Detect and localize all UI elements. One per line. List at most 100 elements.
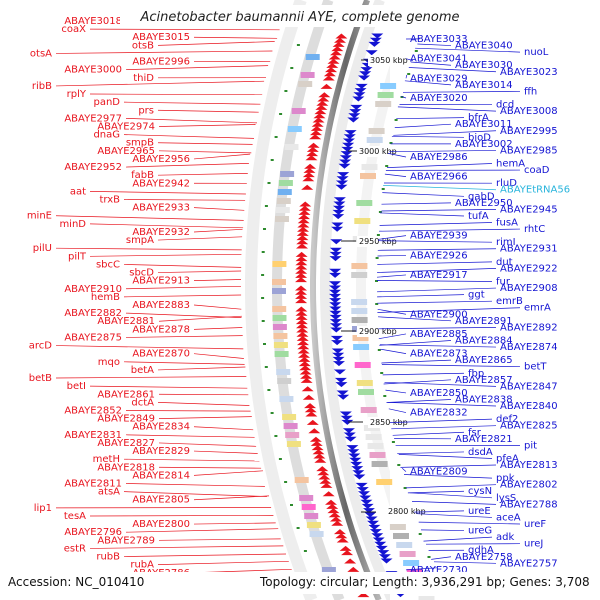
gene-arrow bbox=[331, 340, 344, 346]
tick bbox=[375, 257, 379, 259]
feature-block bbox=[300, 72, 315, 78]
label-leader bbox=[397, 106, 497, 112]
gene-arrow bbox=[298, 361, 311, 367]
label-leader bbox=[401, 467, 407, 472]
gene-label: ABAYE2932 bbox=[132, 227, 190, 238]
label-leader bbox=[387, 402, 497, 407]
gene-arrow bbox=[346, 445, 359, 451]
tick bbox=[381, 188, 385, 190]
feature-block bbox=[361, 164, 378, 170]
gene-arrow bbox=[295, 268, 308, 274]
label-leader bbox=[123, 458, 260, 462]
gene-label: ABAYE2986 bbox=[410, 152, 468, 163]
gene-arrow bbox=[304, 407, 317, 413]
gene-arrow bbox=[304, 163, 317, 169]
gene-arrow bbox=[338, 163, 351, 169]
gene-arrow bbox=[339, 159, 352, 165]
feature-block bbox=[356, 380, 373, 386]
label-leader bbox=[193, 153, 251, 160]
gene-arrow bbox=[365, 516, 378, 522]
tick bbox=[284, 90, 288, 92]
feature-block bbox=[360, 407, 377, 413]
gene-arrow bbox=[329, 289, 342, 295]
genome-backbone bbox=[310, 0, 382, 600]
gene-label: ABAYE2952 bbox=[64, 162, 122, 173]
feature-block bbox=[403, 560, 420, 566]
gene-arrow bbox=[310, 125, 323, 131]
kbp-label: 2950 kbp bbox=[359, 237, 397, 246]
gene-label: ABAYE2757 bbox=[500, 558, 558, 569]
label-leader bbox=[55, 345, 244, 350]
label-leader bbox=[125, 335, 243, 338]
label-leader bbox=[157, 142, 253, 145]
feature-block bbox=[356, 200, 373, 206]
gene-arrow bbox=[347, 449, 360, 455]
gene-label: ABAYE2789 bbox=[97, 535, 155, 546]
gene-arrow bbox=[359, 495, 372, 501]
label-leader bbox=[193, 279, 242, 282]
gene-arrow bbox=[351, 466, 364, 472]
gene-arrow bbox=[318, 92, 331, 98]
gene-arrow bbox=[364, 512, 377, 518]
gene-arrow bbox=[342, 428, 355, 434]
gene-label: thiD bbox=[133, 73, 154, 84]
gene-label: ABAYE2831 bbox=[64, 430, 122, 441]
label-leader bbox=[425, 543, 521, 545]
gene-label: ABAYE2813 bbox=[500, 460, 558, 471]
feature-block bbox=[273, 333, 288, 339]
label-leader bbox=[193, 228, 243, 233]
tick bbox=[303, 550, 307, 552]
gene-arrow bbox=[329, 319, 342, 325]
gene-arrow bbox=[332, 356, 345, 362]
feature-block bbox=[351, 299, 368, 305]
gene-label: ABAYE2891 bbox=[455, 316, 513, 327]
label-leader bbox=[157, 236, 243, 241]
kbp-label: 2800 kbp bbox=[388, 507, 426, 516]
gene-arrow bbox=[310, 440, 323, 446]
gene-label: trxB bbox=[99, 195, 120, 206]
label-leader bbox=[431, 556, 452, 560]
kbp-tick: 2850 kbp bbox=[348, 417, 410, 428]
label-leader bbox=[410, 61, 452, 66]
tick bbox=[270, 412, 274, 414]
gene-label: ureG bbox=[468, 526, 492, 537]
gene-arrow bbox=[327, 58, 340, 64]
feature-block bbox=[321, 567, 336, 573]
gene-arrow bbox=[327, 508, 340, 514]
gene-arrow bbox=[378, 554, 391, 560]
label-leader bbox=[379, 222, 493, 226]
gene-label: ABAYE3002 bbox=[455, 139, 513, 150]
gene-arrow bbox=[336, 537, 349, 543]
gene-arrow bbox=[298, 209, 311, 215]
feature-block bbox=[277, 378, 292, 384]
gene-arrow bbox=[359, 71, 372, 77]
label-leader bbox=[193, 353, 244, 359]
gene-arrow bbox=[371, 533, 384, 539]
label-leader bbox=[377, 300, 493, 304]
gene-arrow bbox=[295, 310, 308, 316]
gene-arrow bbox=[329, 306, 342, 312]
label-leader bbox=[381, 364, 521, 368]
feature-block bbox=[351, 272, 368, 278]
label-leader bbox=[411, 501, 497, 505]
feature-block bbox=[291, 108, 306, 114]
feature-block bbox=[354, 218, 371, 224]
feature-block bbox=[279, 396, 294, 402]
label-leader bbox=[157, 41, 275, 46]
label-leader bbox=[377, 254, 407, 257]
gene-label: rimI bbox=[496, 237, 516, 248]
label-leader bbox=[391, 425, 497, 430]
tick bbox=[414, 50, 418, 52]
feature-block bbox=[354, 362, 371, 368]
gene-arrow bbox=[299, 201, 312, 207]
gene-arrow bbox=[296, 243, 309, 249]
gene-arrow bbox=[296, 230, 309, 236]
gene-label: ABAYE3015 bbox=[132, 32, 190, 43]
label-leader bbox=[377, 248, 497, 251]
label-leader bbox=[384, 173, 407, 177]
gene-label: ABAYE2811 bbox=[64, 479, 122, 490]
gene-label: betA bbox=[131, 365, 154, 376]
gene-arrow bbox=[372, 537, 385, 543]
tick bbox=[296, 44, 300, 46]
gene-arrow bbox=[329, 302, 342, 308]
